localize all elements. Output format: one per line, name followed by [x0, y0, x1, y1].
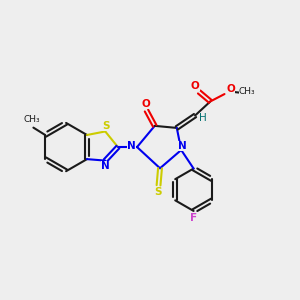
Text: CH₃: CH₃	[24, 115, 40, 124]
Text: H: H	[200, 113, 207, 123]
Text: O: O	[226, 84, 236, 94]
Text: N: N	[101, 161, 110, 171]
Text: O: O	[141, 99, 150, 109]
Text: S: S	[102, 121, 110, 131]
Text: S: S	[154, 187, 162, 197]
Text: N: N	[128, 141, 136, 151]
Text: CH₃: CH₃	[239, 87, 256, 96]
Text: F: F	[190, 213, 197, 223]
Text: O: O	[191, 81, 200, 91]
Text: N: N	[178, 142, 187, 152]
